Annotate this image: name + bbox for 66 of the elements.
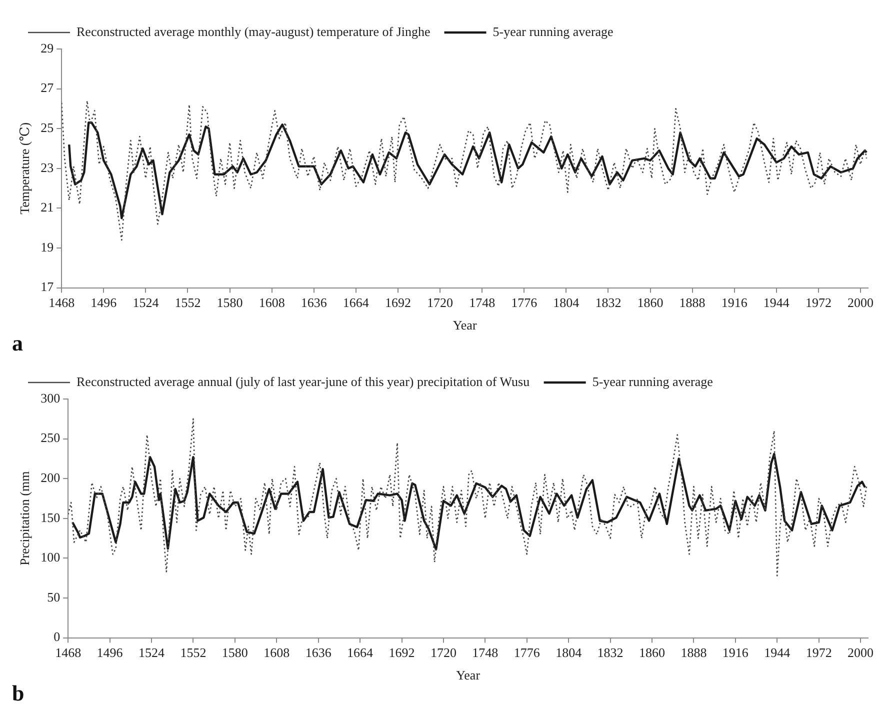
y-tick-label: 50 bbox=[47, 589, 60, 604]
y-tick-label: 29 bbox=[40, 40, 54, 56]
x-tick-label: 1580 bbox=[216, 295, 243, 310]
x-tick-label: 1608 bbox=[258, 295, 285, 310]
x-axis-title: Year bbox=[456, 668, 481, 683]
line-series bbox=[62, 100, 868, 241]
x-tick-label: 2000 bbox=[848, 645, 874, 660]
x-tick-label: 1636 bbox=[305, 645, 332, 660]
x-tick-label: 1496 bbox=[96, 645, 124, 660]
y-axis-title: Precipitation (mm bbox=[17, 471, 32, 566]
y-tick-label: 19 bbox=[40, 239, 54, 254]
x-tick-label: 2000 bbox=[847, 295, 874, 310]
x-tick-label: 1804 bbox=[556, 645, 582, 660]
x-tick-label: 1748 bbox=[472, 645, 498, 660]
x-tick-label: 1692 bbox=[388, 645, 415, 660]
x-tick-label: 1468 bbox=[55, 645, 82, 660]
y-tick-label: 0 bbox=[54, 629, 60, 644]
y-tick-label: 300 bbox=[40, 390, 60, 406]
x-tick-label: 1664 bbox=[347, 645, 374, 660]
x-tick-label: 1972 bbox=[806, 645, 832, 660]
x-tick-label: 1860 bbox=[637, 295, 664, 310]
y-tick-label: 150 bbox=[40, 510, 60, 525]
x-tick-label: 1636 bbox=[300, 295, 328, 310]
x-tick-label: 1804 bbox=[553, 295, 580, 310]
x-tick-label: 1944 bbox=[763, 295, 790, 310]
y-axis-title: Temperature (℃) bbox=[17, 122, 32, 214]
text: b bbox=[12, 680, 24, 706]
x-tick-label: 1720 bbox=[430, 645, 456, 660]
x-tick-label: 1664 bbox=[342, 295, 370, 310]
x-tick-label: 1552 bbox=[174, 295, 201, 310]
x-tick-label: 1944 bbox=[764, 645, 791, 660]
x-tick-label: 1860 bbox=[639, 645, 666, 660]
y-tick-label: 21 bbox=[40, 200, 54, 215]
text: a bbox=[12, 330, 23, 356]
x-tick-label: 1972 bbox=[805, 295, 832, 310]
x-tick-label: 1524 bbox=[138, 645, 166, 660]
x-tick-label: 1888 bbox=[679, 295, 706, 310]
y-tick-label: 23 bbox=[40, 160, 54, 175]
x-tick-label: 1776 bbox=[511, 295, 538, 310]
x-tick-label: 1720 bbox=[427, 295, 454, 310]
line-series bbox=[68, 418, 868, 576]
legend-label: 5-year running average bbox=[592, 374, 714, 389]
x-tick-label: 1580 bbox=[222, 645, 248, 660]
x-tick-label: 1832 bbox=[597, 645, 624, 660]
x-tick-label: 1776 bbox=[514, 645, 540, 660]
y-tick-label: 250 bbox=[40, 430, 60, 446]
x-axis-title: Year bbox=[452, 318, 478, 333]
x-tick-label: 1748 bbox=[469, 295, 496, 310]
x-tick-label: 1524 bbox=[132, 295, 160, 310]
y-tick-label: 27 bbox=[40, 80, 54, 96]
x-tick-label: 1832 bbox=[595, 295, 622, 310]
y-tick-label: 25 bbox=[40, 120, 54, 136]
x-tick-label: 1692 bbox=[384, 295, 411, 310]
legend-label: Reconstructed average monthly (may-august) temperature of Jinghe bbox=[76, 24, 430, 39]
x-tick-label: 1552 bbox=[180, 645, 206, 660]
x-tick-label: 1916 bbox=[721, 295, 748, 310]
legend-label: 5-year running average bbox=[492, 24, 614, 39]
x-tick-label: 1468 bbox=[48, 295, 75, 310]
x-tick-label: 1888 bbox=[680, 645, 707, 660]
y-tick-label: 100 bbox=[40, 550, 60, 565]
legend-label: Reconstructed average annual (july of last year-june of this year) precipitation of Wusu bbox=[76, 374, 530, 389]
x-tick-label: 1496 bbox=[90, 295, 118, 310]
x-tick-label: 1608 bbox=[264, 645, 290, 660]
x-tick-label: 1916 bbox=[722, 645, 749, 660]
y-tick-label: 17 bbox=[40, 279, 54, 294]
y-tick-label: 200 bbox=[40, 470, 60, 486]
